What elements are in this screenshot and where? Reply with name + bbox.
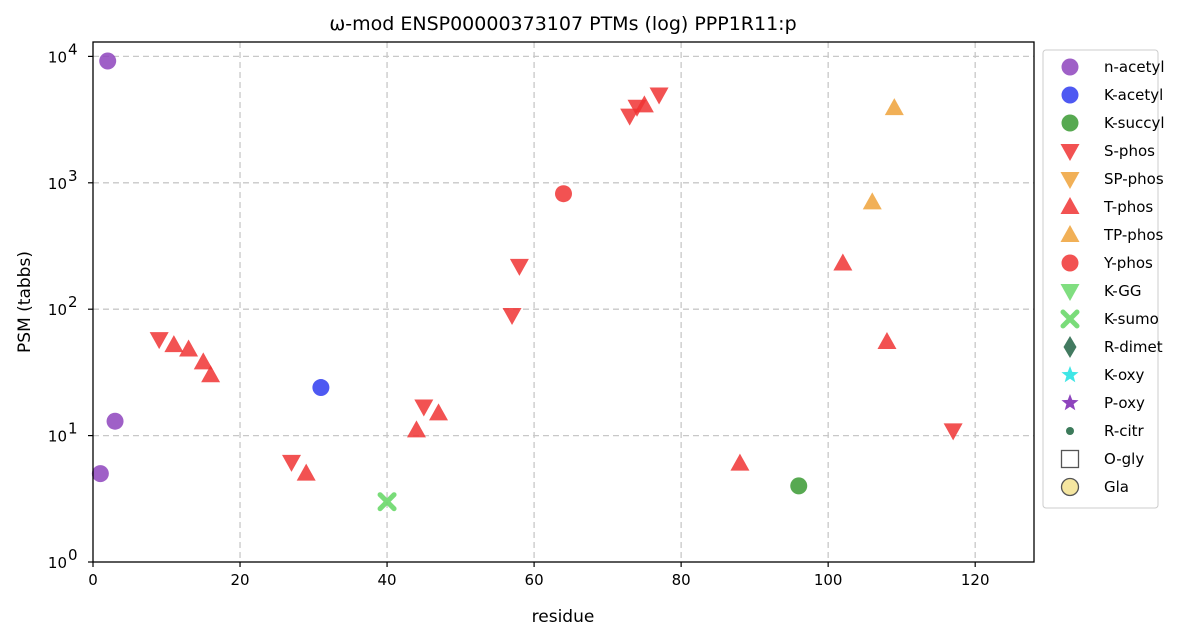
data-point-S-phos <box>620 108 640 126</box>
legend-marker-TP-phos <box>1060 225 1080 242</box>
legend-label: K-succyl <box>1104 114 1165 132</box>
x-tick-label: 20 <box>230 571 249 589</box>
data-point-K-sumo <box>377 492 397 512</box>
data-point-n-acetyl <box>99 52 117 70</box>
data-point-S-phos <box>943 423 963 441</box>
legend-label: K-sumo <box>1104 310 1159 328</box>
legend-marker-K-oxy <box>1061 366 1079 383</box>
y-tick-label: 10 <box>48 48 67 66</box>
legend-label: Y-phos <box>1103 254 1153 272</box>
legend-label: SP-phos <box>1104 170 1164 188</box>
legend-label: K-oxy <box>1104 366 1145 384</box>
x-tick-label: 0 <box>88 571 98 589</box>
legend-marker-K-acetyl <box>1061 86 1079 104</box>
y-tick-label-exponent: 2 <box>68 293 78 311</box>
data-point-S-phos <box>509 258 529 276</box>
y-tick-label-exponent: 0 <box>68 546 78 564</box>
chart-title: ω-mod ENSP00000373107 PTMs (log) PPP1R11… <box>329 13 796 35</box>
legend-marker-R-dimet <box>1063 336 1077 358</box>
x-tick-label: 100 <box>814 571 843 589</box>
legend-marker-P-oxy <box>1061 394 1079 411</box>
legend-label: P-oxy <box>1104 394 1145 412</box>
data-point-T-phos <box>877 332 897 350</box>
data-point-T-phos <box>201 365 221 383</box>
legend-marker-Y-phos <box>1061 254 1079 272</box>
data-point-T-phos <box>634 95 654 113</box>
y-tick-label: 10 <box>48 428 67 446</box>
data-point-T-phos <box>833 253 853 271</box>
x-tick-label: 120 <box>961 571 990 589</box>
y-tick-label-exponent: 4 <box>68 40 78 58</box>
data-point-TP-phos <box>862 192 882 210</box>
data-point-T-phos <box>179 339 199 357</box>
data-point-T-phos <box>296 463 316 481</box>
legend-label: K-GG <box>1104 282 1141 300</box>
legend-marker-K-GG <box>1060 284 1080 301</box>
data-point-K-acetyl <box>312 379 330 397</box>
legend-label: T-phos <box>1103 198 1153 216</box>
data-point-S-phos <box>502 307 522 325</box>
x-axis-label: residue <box>532 607 595 627</box>
legend-marker-T-phos <box>1060 197 1080 214</box>
x-tick-label: 40 <box>378 571 397 589</box>
data-point-S-phos <box>281 454 301 472</box>
data-point-Y-phos <box>555 185 572 203</box>
grid <box>93 42 1034 562</box>
data-point-T-phos <box>429 403 449 421</box>
data-point-S-phos <box>649 87 669 105</box>
data-point-S-phos <box>414 399 434 417</box>
y-tick-label: 10 <box>48 554 67 572</box>
legend-marker-SP-phos <box>1060 172 1080 189</box>
x-tick-label: 60 <box>525 571 544 589</box>
data-point-S-phos <box>149 332 169 350</box>
data-point-T-phos <box>164 335 184 353</box>
legend-label: R-dimet <box>1104 338 1163 356</box>
data-point-TP-phos <box>884 98 904 116</box>
legend-marker-Gla <box>1060 477 1080 497</box>
legend-marker-O-gly <box>1060 449 1080 469</box>
y-tick-label-exponent: 1 <box>68 420 78 438</box>
data-point-K-succyl <box>790 477 808 495</box>
legend-label: n-acetyl <box>1104 58 1165 76</box>
data-point-T-phos <box>406 420 426 438</box>
y-axis-label: PSM (tabbs) <box>15 251 35 353</box>
data-points <box>91 52 963 512</box>
y-tick-label: 10 <box>48 175 67 193</box>
data-point-T-phos <box>193 352 213 370</box>
y-tick-label: 10 <box>48 301 67 319</box>
plot-frame <box>92 41 1035 563</box>
legend-label: K-acetyl <box>1104 86 1163 104</box>
legend-label: Gla <box>1104 478 1129 496</box>
legend-label: TP-phos <box>1103 226 1163 244</box>
legend-marker-R-citr <box>1066 427 1074 435</box>
legend-marker-n-acetyl <box>1061 58 1079 76</box>
legend-marker-K-succyl <box>1061 114 1079 132</box>
legend: n-acetyl K-acetyl K-succyl S-phos SP-phos T-p… <box>1042 49 1165 509</box>
y-tick-label-exponent: 3 <box>68 167 78 185</box>
legend-marker-K-sumo <box>1060 309 1080 329</box>
legend-box <box>1042 49 1159 509</box>
data-point-T-phos <box>730 453 750 471</box>
legend-label: O-gly <box>1104 450 1144 468</box>
data-point-n-acetyl <box>106 412 124 430</box>
x-tick-label: 80 <box>672 571 691 589</box>
legend-marker-S-phos <box>1060 144 1080 161</box>
legend-label: S-phos <box>1104 142 1155 160</box>
data-point-n-acetyl <box>91 465 109 483</box>
legend-label: R-citr <box>1104 422 1145 440</box>
